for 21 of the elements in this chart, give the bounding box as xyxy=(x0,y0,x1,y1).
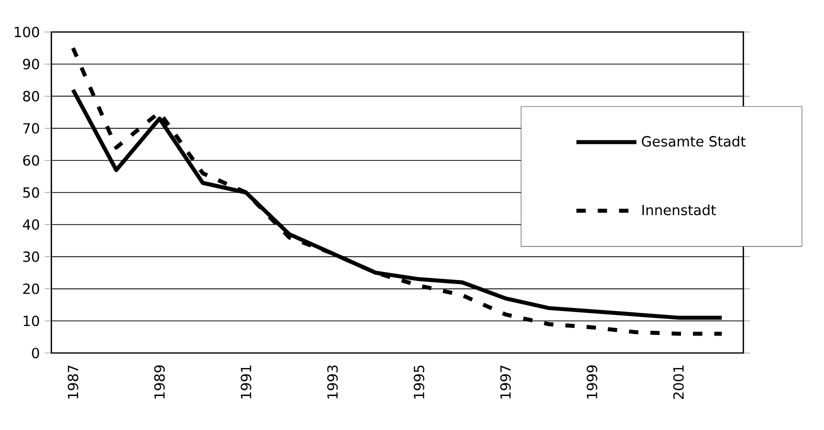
y-tick-label: 40 xyxy=(22,219,40,230)
y-tick-label: 50 xyxy=(23,187,40,198)
y-tick-label: 20 xyxy=(23,284,40,294)
x-tick-label: 1991 xyxy=(240,366,252,398)
x-tick-label: 1999 xyxy=(586,365,598,398)
y-tick-label: 70 xyxy=(23,123,40,134)
x-tick-label: 2001 xyxy=(673,366,684,399)
x-tick-label: 1989 xyxy=(154,365,165,398)
y-tick-label: 90 xyxy=(23,58,40,70)
x-tick-label: 1995 xyxy=(414,366,424,398)
x-tick-label: 1987 xyxy=(68,366,78,398)
y-tick-label: 0 xyxy=(32,348,40,358)
y-tick-label: 60 xyxy=(23,155,40,166)
legend-label: Gesamte Stadt xyxy=(642,136,746,147)
y-tick-label: 100 xyxy=(14,26,40,38)
y-tick-label: 80 xyxy=(23,90,40,102)
y-tick-label: 10 xyxy=(24,316,40,326)
y-tick-label: 30 xyxy=(23,251,40,262)
legend-label: Innenstadt xyxy=(642,204,716,216)
x-tick-label: 1997 xyxy=(500,366,511,398)
x-tick-label: 1993 xyxy=(327,366,338,398)
